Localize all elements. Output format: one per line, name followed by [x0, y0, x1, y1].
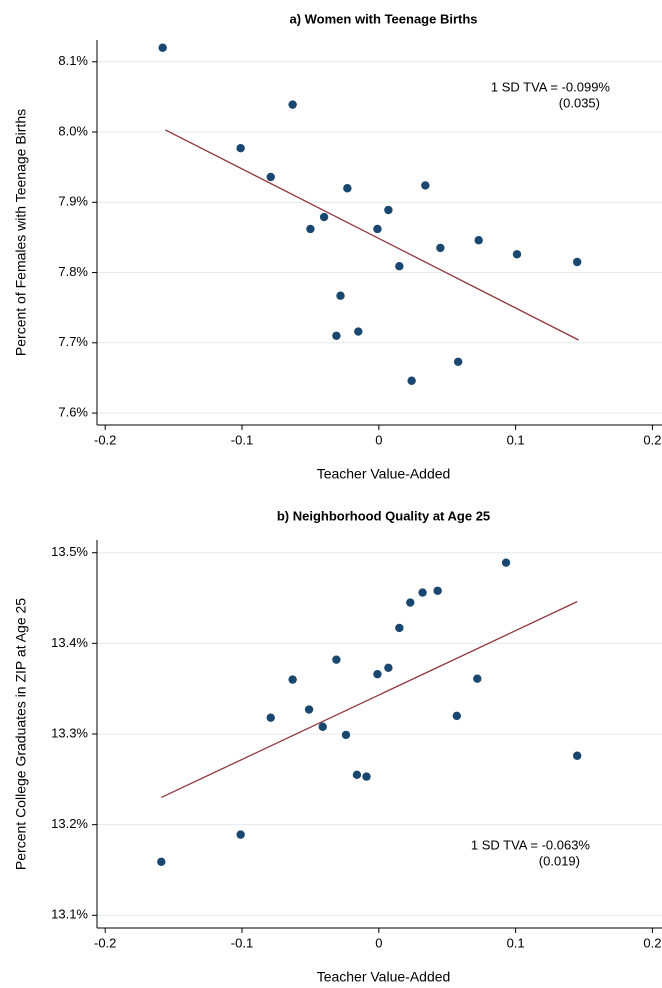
x-tick-label: -0.1 — [231, 432, 253, 447]
point — [436, 243, 445, 253]
y-tick-label: 13.4% — [51, 635, 88, 650]
point — [572, 751, 582, 760]
point — [332, 331, 341, 340]
x-tick-label: -0.2 — [94, 432, 116, 447]
point — [395, 262, 404, 271]
point — [362, 772, 371, 781]
x-axis-label: Teacher Value-Added — [317, 969, 451, 985]
x-axis-label: Teacher Value-Added — [317, 466, 451, 482]
chart-title: b) Neighborhood Quality at Age 25 — [277, 508, 490, 523]
point — [453, 357, 463, 366]
point — [418, 588, 427, 597]
point — [384, 663, 393, 673]
y-axis-label: Percent College Graduates in ZIP at Age … — [13, 598, 29, 870]
x-tick-label: 0.1 — [507, 935, 525, 950]
point — [336, 291, 345, 300]
point — [341, 730, 351, 740]
point — [406, 598, 415, 607]
point — [236, 830, 245, 839]
point — [266, 172, 275, 182]
point — [318, 722, 327, 731]
point — [572, 257, 582, 267]
point — [352, 770, 362, 779]
point — [452, 711, 461, 721]
point — [373, 224, 382, 234]
point — [373, 669, 382, 679]
point — [354, 327, 363, 336]
point — [473, 674, 482, 683]
y-tick-label: 7.6% — [58, 404, 88, 419]
point — [266, 713, 275, 722]
point — [501, 558, 511, 567]
point — [474, 236, 483, 245]
y-tick-label: 8.1% — [58, 53, 88, 68]
point — [343, 184, 352, 193]
y-tick-label: 13.1% — [51, 907, 88, 922]
chart-title: a) Women with Teenage Births — [289, 11, 477, 26]
point — [407, 376, 416, 385]
point — [512, 250, 522, 259]
point — [319, 212, 329, 222]
point — [236, 143, 245, 153]
point — [157, 857, 166, 867]
point — [288, 675, 297, 684]
annotation: 1 SD TVA = -0.099% — [491, 79, 611, 94]
fit-line — [165, 129, 579, 341]
x-tick-label: -0.1 — [231, 935, 253, 950]
point — [384, 205, 393, 215]
point — [395, 623, 404, 633]
y-tick-label: 7.8% — [58, 264, 88, 279]
y-tick-label: 13.2% — [51, 816, 88, 831]
x-tick-label: 0.2 — [643, 432, 661, 447]
x-tick-label: -0.2 — [94, 935, 116, 950]
y-tick-label: 8.0% — [58, 123, 88, 138]
x-tick-label: 0.1 — [507, 432, 525, 447]
y-tick-label: 7.9% — [58, 194, 88, 209]
point — [306, 224, 315, 234]
point — [433, 586, 442, 595]
x-tick-label: 0 — [375, 935, 382, 950]
y-tick-label: 13.3% — [51, 725, 88, 740]
annotation: 1 SD TVA = -0.063% — [471, 837, 591, 852]
point — [332, 655, 341, 664]
y-tick-label: 13.5% — [51, 544, 88, 559]
point — [304, 705, 314, 714]
point — [288, 100, 297, 109]
point — [158, 43, 167, 52]
x-tick-label: 0.2 — [643, 935, 661, 950]
y-tick-label: 7.7% — [58, 334, 88, 349]
point — [421, 181, 430, 190]
y-axis-label: Percent of Females with Teenage Births — [13, 109, 29, 356]
x-tick-label: 0 — [375, 432, 382, 447]
fit-line — [161, 601, 578, 799]
annotation: (0.019) — [539, 853, 580, 868]
annotation: (0.035) — [559, 95, 600, 110]
